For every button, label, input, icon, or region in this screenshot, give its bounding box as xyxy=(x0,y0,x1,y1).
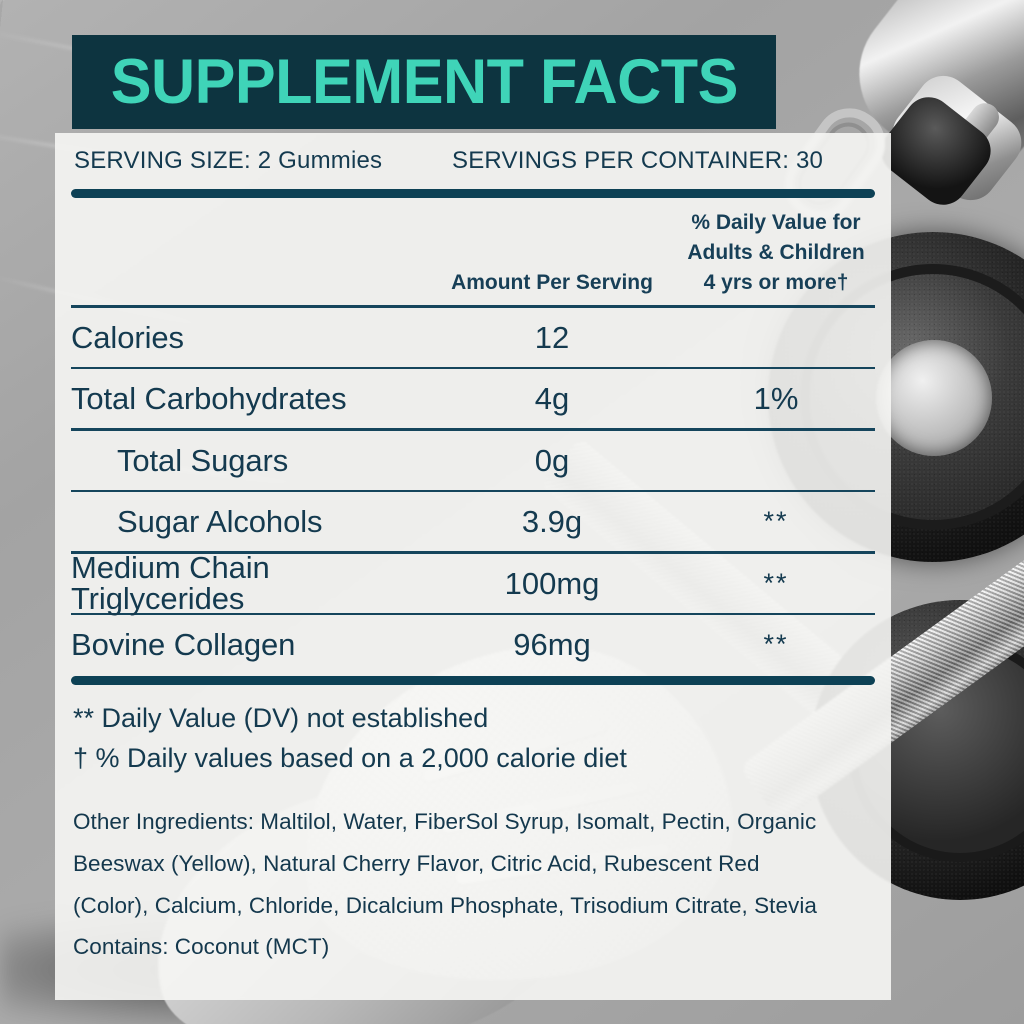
nutrient-amount: 4g xyxy=(534,381,570,417)
nutrient-rows: Calories 12 Total Carbohydrates 4g 1% Total S… xyxy=(71,308,875,675)
nutrient-row: Sugar Alcohols 3.9g ** xyxy=(71,492,875,551)
nutrient-daily-value: ** xyxy=(763,567,789,598)
nutrient-row: Total Carbohydrates 4g 1% xyxy=(71,369,875,428)
nutrient-name: Total Sugars xyxy=(117,442,289,478)
divider-row-separator xyxy=(71,551,875,554)
ingredients-line-1: Other Ingredients: Maltilol, Water, Fibe… xyxy=(73,809,817,835)
amount-per-serving-header: Amount Per Serving xyxy=(451,270,653,294)
footnote-dv-not-established: ** Daily Value (DV) not established xyxy=(73,703,489,734)
serving-info-row: SERVING SIZE: 2 Gummies SERVINGS PER CON… xyxy=(71,133,875,187)
divider-row-separator xyxy=(71,428,875,431)
column-headers-row: Amount Per Serving % Daily Value for Adu… xyxy=(71,198,875,305)
contains-line: Contains: Coconut (MCT) xyxy=(73,934,330,960)
nutrient-row: Bovine Collagen 96mg ** xyxy=(71,615,875,674)
serving-size-text: SERVING SIZE: 2 Gummies xyxy=(74,147,383,174)
nutrient-name: Bovine Collagen xyxy=(71,627,296,663)
divider-row-separator xyxy=(71,489,875,493)
divider-thick-top xyxy=(71,189,875,198)
nutrient-amount: 96mg xyxy=(513,627,591,663)
supplement-facts-title-bar: SUPPLEMENT FACTS xyxy=(72,35,776,129)
nutrient-name: Medium Chain Triglycerides xyxy=(71,550,270,617)
ingredients-line-2: Beeswax (Yellow), Natural Cherry Flavor,… xyxy=(73,850,760,876)
nutrient-amount: 12 xyxy=(534,319,570,355)
nutrient-daily-value: 1% xyxy=(753,381,799,417)
daily-value-header: % Daily Value for Adults & Children 4 yr… xyxy=(677,208,875,297)
divider-row-separator xyxy=(71,366,875,370)
nutrient-amount: 0g xyxy=(534,442,570,478)
nutrient-row: Total Sugars 0g xyxy=(71,431,875,490)
other-ingredients-block: Other Ingredients: Maltilol, Water, Fibe… xyxy=(71,783,875,968)
divider-row-separator xyxy=(71,612,875,616)
weight-plate-center-hole xyxy=(876,340,992,456)
supplement-facts-panel: SERVING SIZE: 2 Gummies SERVINGS PER CON… xyxy=(55,133,891,1000)
dv-header-line-1: % Daily Value for xyxy=(691,211,861,234)
nutrient-name: Total Carbohydrates xyxy=(71,381,347,417)
nutrient-row: Medium Chain Triglycerides 100mg ** xyxy=(71,550,875,617)
dv-header-line-2: Adults & Children xyxy=(687,240,865,264)
servings-per-container-text: SERVINGS PER CONTAINER: 30 xyxy=(452,147,824,174)
ingredients-line-3: (Color), Calcium, Chloride, Dicalcium Ph… xyxy=(73,892,817,918)
divider-thick-bottom xyxy=(71,676,875,686)
dv-header-line-3: 4 yrs or more† xyxy=(703,270,849,294)
nutrient-amount: 3.9g xyxy=(521,504,583,540)
nutrient-daily-value: ** xyxy=(763,506,789,537)
nutrient-daily-value: ** xyxy=(763,629,789,660)
footnotes-block: ** Daily Value (DV) not established † % … xyxy=(71,685,875,783)
nutrient-name: Sugar Alcohols xyxy=(117,504,323,540)
nutrient-amount: 100mg xyxy=(504,565,600,601)
page-title: SUPPLEMENT FACTS xyxy=(110,46,738,117)
footnote-calorie-basis: † % Daily values based on a 2,000 calori… xyxy=(73,743,627,774)
divider-below-headers xyxy=(71,305,875,308)
nutrient-name: Calories xyxy=(71,319,184,355)
nutrient-row: Calories 12 xyxy=(71,308,875,367)
